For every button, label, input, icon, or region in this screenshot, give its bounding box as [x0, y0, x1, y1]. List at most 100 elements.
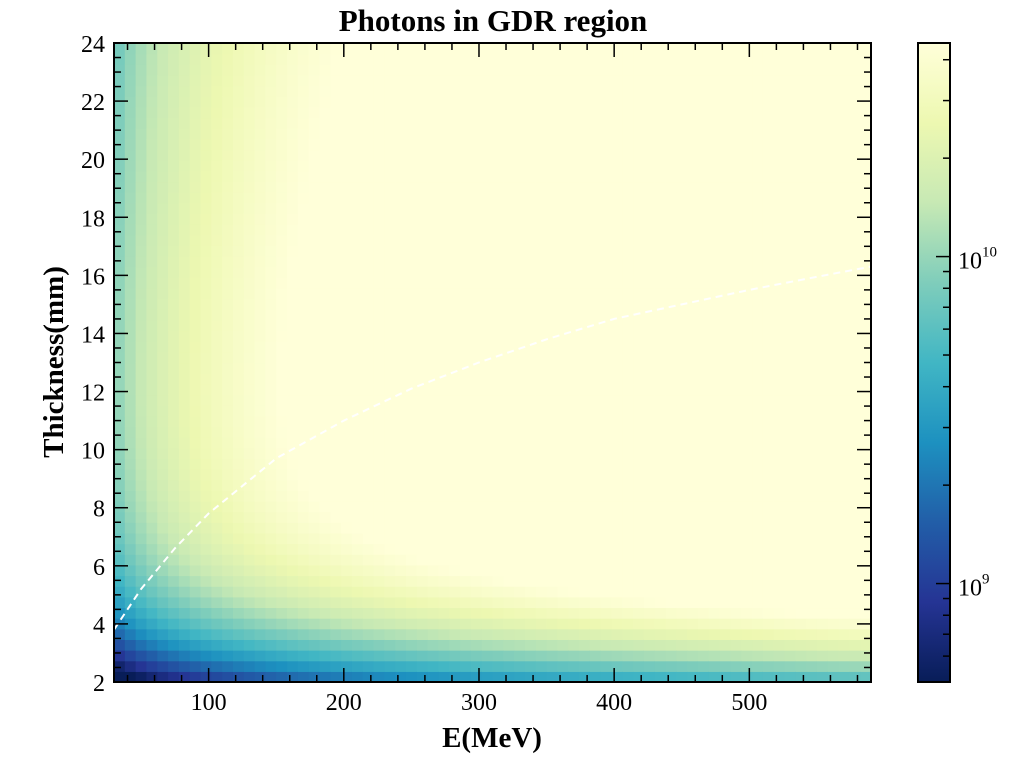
heatmap-cell: [579, 96, 591, 108]
heatmap-cell: [395, 479, 407, 491]
heatmap-cell: [405, 490, 418, 502]
heatmap-cell: [860, 234, 872, 246]
heatmap-cell: [806, 543, 818, 555]
heatmap-cell: [395, 394, 407, 406]
heatmap-cell: [460, 511, 472, 523]
heatmap-cell: [643, 373, 656, 385]
heatmap-cell: [481, 650, 494, 662]
heatmap-cell: [741, 650, 753, 662]
heatmap-cell: [243, 490, 256, 502]
heatmap-cell: [168, 234, 180, 246]
heatmap-cell: [611, 202, 623, 214]
heatmap-cell: [222, 192, 234, 204]
heatmap-cell: [860, 532, 872, 545]
heatmap-cell: [676, 256, 688, 268]
heatmap-cell: [200, 277, 212, 289]
heatmap-cell: [211, 607, 223, 619]
heatmap-cell: [654, 405, 667, 417]
heatmap-cell: [254, 53, 266, 65]
heatmap-cell: [849, 96, 861, 108]
heatmap-cell: [114, 128, 126, 140]
heatmap-cell: [806, 362, 818, 374]
heatmap-cell: [243, 128, 256, 140]
heatmap-cell: [384, 245, 396, 257]
heatmap-cell: [697, 618, 710, 630]
heatmap-cell: [806, 53, 818, 65]
heatmap-cell: [287, 500, 299, 513]
heatmap-cell: [114, 319, 126, 332]
heatmap-cell: [287, 170, 299, 183]
y-tick-label: 4: [93, 613, 105, 639]
heatmap-cell: [697, 522, 710, 534]
heatmap-cell: [232, 522, 245, 534]
heatmap-cell: [752, 149, 764, 161]
heatmap-cell: [687, 266, 699, 278]
heatmap-cell: [308, 192, 321, 204]
heatmap-cell: [449, 245, 461, 257]
heatmap-cell: [849, 500, 861, 513]
heatmap-cell: [405, 586, 418, 598]
heatmap-cell: [135, 500, 148, 513]
heatmap-cell: [222, 373, 234, 385]
heatmap-cell: [589, 138, 602, 151]
heatmap-cell: [254, 298, 266, 310]
heatmap-cell: [697, 500, 710, 513]
heatmap-cell: [157, 74, 169, 87]
heatmap-cell: [579, 53, 591, 65]
heatmap-cell: [741, 277, 753, 289]
heatmap-cell: [265, 596, 277, 609]
heatmap-cell: [168, 53, 180, 65]
heatmap-cell: [405, 202, 418, 214]
heatmap-cell: [654, 149, 667, 161]
heatmap-cell: [795, 309, 807, 321]
heatmap-cell: [308, 43, 321, 55]
heatmap-cell: [697, 319, 710, 332]
heatmap-cell: [752, 362, 764, 374]
heatmap-cell: [665, 245, 677, 257]
heatmap-cell: [568, 405, 580, 417]
heatmap-cell: [546, 575, 558, 587]
heatmap-cell: [384, 469, 396, 481]
heatmap-cell: [157, 149, 169, 161]
heatmap-cell: [557, 298, 569, 310]
heatmap-cell: [806, 43, 818, 55]
heatmap-cell: [287, 639, 299, 651]
heatmap-cell: [114, 213, 126, 225]
heatmap-cell: [287, 394, 299, 406]
heatmap-cell: [816, 330, 829, 342]
heatmap-cell: [351, 85, 364, 97]
heatmap-cell: [427, 117, 440, 129]
heatmap-cell: [416, 351, 429, 364]
heatmap-cell: [492, 53, 504, 65]
heatmap-cell: [297, 128, 310, 140]
heatmap-cell: [762, 586, 775, 598]
heatmap-cell: [816, 277, 829, 289]
heatmap-cell: [676, 532, 688, 545]
heatmap-cell: [481, 628, 494, 640]
heatmap-cell: [319, 500, 331, 513]
heatmap-cell: [330, 309, 342, 321]
heatmap-cell: [276, 192, 288, 204]
heatmap-cell: [568, 266, 580, 278]
heatmap-cell: [460, 639, 472, 651]
heatmap-cell: [481, 426, 494, 438]
heatmap-cell: [438, 532, 450, 545]
heatmap-cell: [860, 266, 872, 278]
heatmap-cell: [178, 532, 191, 545]
heatmap-cell: [816, 479, 829, 491]
heatmap-cell: [514, 596, 526, 609]
heatmap-cell: [708, 575, 721, 587]
heatmap-cell: [557, 160, 569, 172]
heatmap-cell: [470, 224, 483, 236]
heatmap-cell: [114, 160, 126, 172]
y-tick-label: 12: [81, 381, 105, 407]
heatmap-cell: [114, 607, 126, 619]
heatmap-cell: [405, 213, 418, 225]
heatmap-cell: [460, 607, 472, 619]
heatmap-cell: [427, 405, 440, 417]
heatmap-cell: [795, 405, 807, 417]
heatmap-cell: [816, 287, 829, 300]
heatmap-cell: [211, 351, 223, 364]
heatmap-cell: [773, 426, 786, 438]
heatmap-cell: [514, 405, 526, 417]
